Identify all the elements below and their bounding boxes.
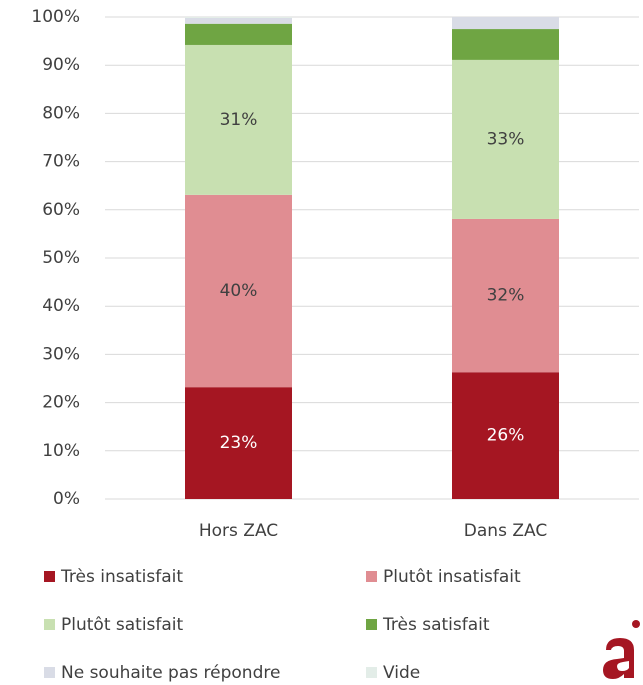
bar-segment (185, 17, 292, 24)
x-tick-label: Hors ZAC (199, 521, 278, 541)
bar-segment (185, 44, 292, 195)
y-tick-label: 0% (53, 489, 80, 509)
logo-dot (632, 620, 640, 628)
bar-segment (185, 194, 292, 388)
legend-label: Très insatisfait (60, 567, 183, 587)
legend-swatch (366, 619, 377, 630)
bar-segment (185, 17, 292, 18)
legend-label: Vide (383, 663, 420, 683)
x-tick-label: Dans ZAC (464, 521, 547, 541)
bar-segment (452, 372, 559, 499)
data-label: 26% (487, 426, 525, 446)
logo-shape (603, 638, 634, 679)
legend-swatch (44, 571, 55, 582)
data-label: 32% (487, 286, 525, 306)
y-tick-label: 80% (42, 103, 80, 123)
legend-label: Plutôt insatisfait (383, 567, 521, 587)
y-tick-label: 100% (31, 7, 80, 27)
data-label: 33% (487, 129, 525, 149)
y-tick-label: 70% (42, 152, 80, 172)
bar-segment (452, 218, 559, 373)
y-tick-label: 40% (42, 296, 80, 316)
legend-label: Ne souhaite pas répondre (61, 663, 280, 683)
legend-swatch (366, 667, 377, 678)
legend-swatch (44, 619, 55, 630)
bar-segment (452, 59, 559, 219)
data-label: 40% (220, 281, 258, 301)
bar-segment (452, 17, 559, 30)
y-tick-label: 20% (42, 393, 80, 413)
data-label: 31% (220, 110, 258, 130)
legend-swatch (44, 667, 55, 678)
y-tick-label: 10% (42, 441, 80, 461)
bar-segment (185, 23, 292, 45)
bar-segment (185, 387, 292, 499)
logo (603, 620, 640, 679)
legend-swatch (366, 571, 377, 582)
y-tick-label: 90% (42, 55, 80, 75)
y-tick-label: 30% (42, 344, 80, 364)
legend-label: Très satisfait (382, 615, 490, 635)
data-label: 23% (220, 433, 258, 453)
legend-label: Plutôt satisfait (61, 615, 184, 635)
bar-segment (452, 29, 559, 60)
y-tick-label: 50% (42, 248, 80, 268)
y-tick-label: 60% (42, 200, 80, 220)
